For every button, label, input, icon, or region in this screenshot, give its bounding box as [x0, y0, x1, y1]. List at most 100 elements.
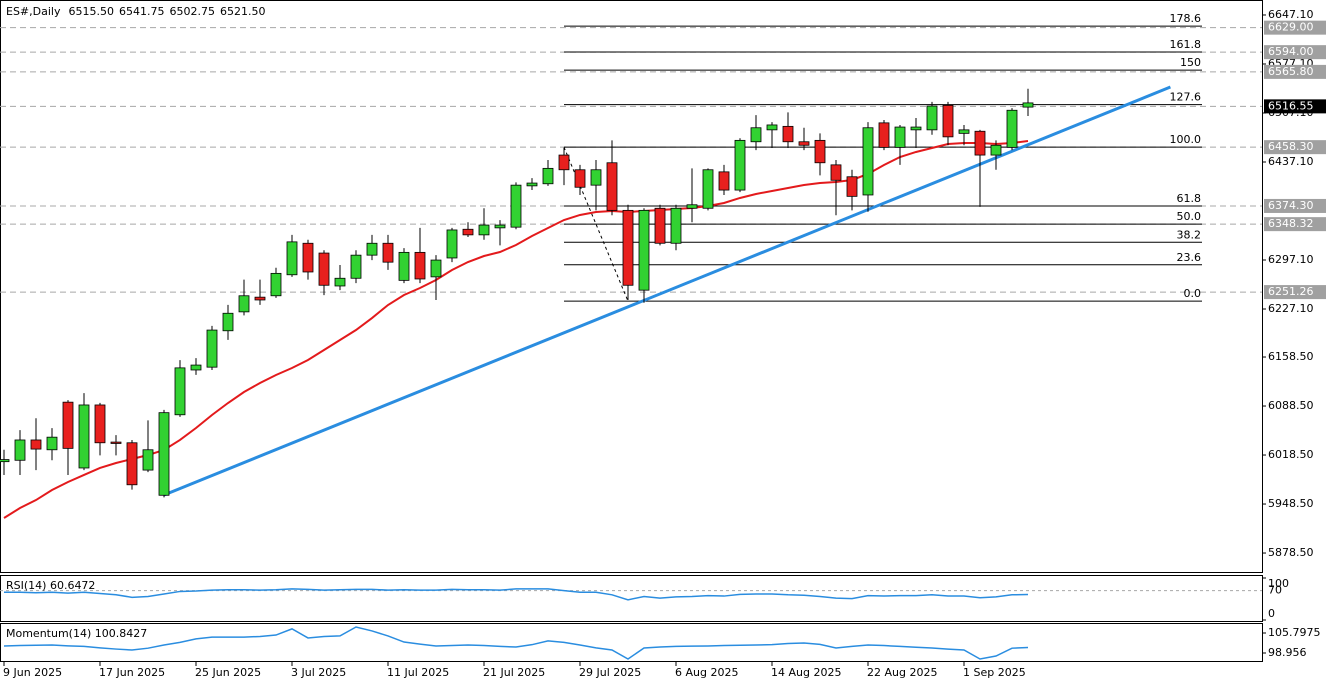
candle-body	[222, 312, 234, 332]
trendline	[163, 85, 1171, 497]
candle-body	[462, 228, 474, 236]
fib-label: 0.0	[1184, 287, 1202, 300]
fib-anchor	[563, 146, 629, 302]
candle-body	[510, 184, 522, 228]
current-price-label: 6516.55	[1268, 99, 1314, 112]
y-tick-label: 6437.10	[1268, 155, 1314, 168]
fib-label: 127.6	[1170, 91, 1202, 104]
candle-body	[334, 277, 346, 287]
fib-label: 23.6	[1177, 251, 1202, 264]
candle-body	[286, 241, 298, 276]
indicator-line	[3, 626, 1029, 660]
candle-body	[814, 139, 826, 164]
candle-body	[110, 441, 122, 444]
candle-body	[926, 105, 938, 131]
x-tick-label: 25 Jun 2025	[195, 666, 261, 679]
fib-label: 50.0	[1177, 210, 1202, 223]
candle-body	[830, 164, 842, 181]
y-tick-label: 6647.10	[1268, 8, 1314, 21]
fib-label: 150	[1180, 56, 1201, 69]
candle-body	[558, 154, 570, 171]
candle-body	[142, 449, 154, 471]
candle-body	[638, 209, 650, 291]
candle-body	[942, 104, 954, 138]
candle-body	[62, 401, 74, 449]
x-tick-label: 11 Jul 2025	[387, 666, 449, 679]
candle-body	[30, 439, 42, 450]
candle-body	[750, 127, 762, 143]
level-label: 6348.32	[1268, 217, 1314, 230]
candle-body	[1022, 102, 1034, 108]
y-tick-label: 6297.10	[1268, 253, 1314, 266]
candle-body	[670, 207, 682, 244]
indicator-line	[4, 588, 1029, 601]
candle-body	[46, 436, 58, 451]
candle-body	[270, 272, 282, 297]
level-label: 6458.30	[1268, 140, 1314, 153]
ohlc-high: 6541.75	[119, 5, 165, 18]
rsi-title: RSI(14) 60.6472	[6, 579, 95, 592]
candle-body	[766, 124, 778, 131]
candle-body	[702, 169, 714, 209]
x-tick-label: 3 Jul 2025	[291, 666, 346, 679]
candle-body	[126, 442, 138, 486]
fib-label: 100.0	[1170, 133, 1202, 146]
x-tick-label: 29 Jul 2025	[579, 666, 641, 679]
candle-body	[990, 144, 1002, 156]
level-tag	[1264, 285, 1326, 300]
y-tick-label: 6088.50	[1268, 399, 1314, 412]
candle-body	[366, 242, 378, 256]
candle-body	[174, 367, 186, 416]
candle-body	[494, 224, 506, 229]
momentum-title: Momentum(14) 100.8427	[6, 627, 147, 640]
y-tick-label: 6158.50	[1268, 350, 1314, 363]
x-tick-label: 17 Jun 2025	[99, 666, 165, 679]
fib-label: 178.6	[1170, 12, 1202, 25]
x-tick-label: 1 Sep 2025	[963, 666, 1026, 679]
candle-body	[574, 169, 586, 188]
x-tick-label: 9 Jun 2025	[3, 666, 62, 679]
ohlc-close: 6521.50	[220, 5, 266, 18]
plot: 6647.106577.106507.106437.106297.106227.…	[0, 8, 1326, 679]
fib-label: 38.2	[1177, 228, 1202, 241]
fib-label: 61.8	[1177, 192, 1202, 205]
candle-body	[190, 364, 202, 371]
level-label: 6594.00	[1268, 45, 1314, 58]
candle-body	[398, 251, 410, 281]
level-tag	[1264, 140, 1326, 155]
candle-body	[318, 252, 330, 286]
candle-body	[910, 126, 922, 131]
y-tick-label: 5878.50	[1268, 546, 1314, 559]
candle-body	[446, 229, 458, 259]
y-tick-label: 0	[1268, 607, 1275, 620]
y-tick-label: 70	[1268, 584, 1282, 597]
ohlc-open: 6515.50	[68, 5, 114, 18]
candle-body	[590, 169, 602, 186]
level-tag	[1264, 20, 1326, 35]
x-tick-label: 22 Aug 2025	[867, 666, 937, 679]
candle-body	[382, 242, 394, 263]
y-tick-label: 5948.50	[1268, 497, 1314, 510]
candle-body	[254, 296, 266, 301]
x-tick-label: 6 Aug 2025	[675, 666, 738, 679]
y-tick-label: 6018.50	[1268, 448, 1314, 461]
candle-body	[846, 176, 858, 197]
candle-body	[78, 404, 90, 469]
level-tag	[1264, 45, 1326, 60]
candle-body	[526, 182, 538, 187]
candle-body	[622, 209, 634, 286]
candle-body	[14, 439, 26, 461]
level-label: 6565.80	[1268, 65, 1314, 78]
candle-body	[606, 162, 618, 211]
candle-body	[686, 204, 698, 209]
level-tag	[1264, 198, 1326, 213]
candle-body	[782, 125, 794, 143]
y-tick-label: 6227.10	[1268, 302, 1314, 315]
candle-body	[0, 459, 10, 463]
candle-body	[238, 295, 250, 313]
candle-body	[734, 139, 746, 191]
candle-body	[414, 251, 426, 280]
price-tag	[1264, 99, 1326, 114]
candle-body	[654, 207, 666, 244]
